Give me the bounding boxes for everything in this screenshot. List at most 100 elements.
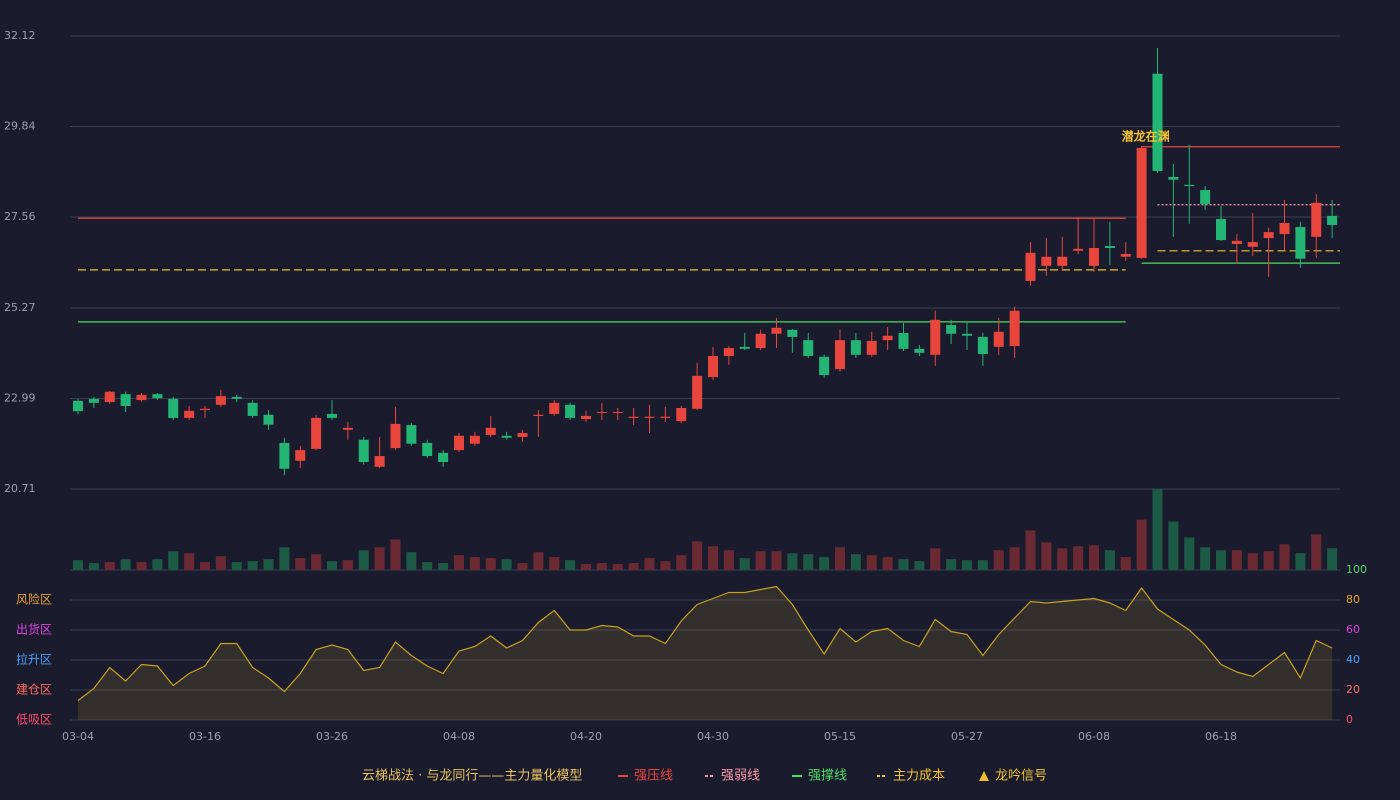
legend-label: 强撑线 [808,769,847,784]
candle-body [517,433,528,437]
volume-bar [581,564,591,570]
candle-body [612,411,623,413]
candle-body [692,375,703,409]
candle-body [803,340,814,356]
zone-label: 低吸区 [16,713,52,727]
legend-label: 强弱线 [721,769,760,784]
candle-body [374,456,385,467]
candle-body [549,402,560,414]
candle-body [914,348,925,353]
x-tick-label: 03-16 [189,730,221,743]
osc-tick-label: 20 [1346,683,1360,696]
candle-body [1057,256,1068,266]
volume-bar [327,561,337,570]
volume-bar [1104,550,1115,570]
candle-body [581,415,591,420]
candle-body [1216,219,1226,241]
legend-swatch [979,771,989,781]
candle-body [279,442,290,469]
volume-bar [533,552,544,570]
candle-body [263,414,274,425]
y-tick-label: 27.56 [4,210,36,223]
candle-body [1279,222,1290,235]
osc-tick-label: 80 [1346,593,1360,606]
volume-bar [517,563,528,570]
volume-bar [358,550,369,570]
volume-bar [374,547,385,570]
y-tick-label: 25.27 [4,301,36,314]
candle-body [1152,73,1163,171]
volume-bar [596,563,607,570]
volume-bar [1200,547,1211,570]
candle-body [644,416,655,418]
candle-body [247,402,258,416]
volume-bar [914,561,925,570]
candle-body [739,346,750,349]
volume-bar [1231,550,1242,570]
candle-body [295,450,306,461]
volume-bar [1247,553,1258,570]
volume-bar [168,551,179,570]
volume-bar [152,559,163,570]
volume-bar [454,555,464,570]
candle-body [485,427,496,436]
candle-body [1247,242,1258,247]
candle-body [596,411,607,413]
candle-body [1168,176,1179,180]
x-tick-label: 03-26 [316,730,348,743]
x-tick-label: 04-08 [443,730,475,743]
volume-bar [438,563,449,570]
volume-bar [1311,534,1322,570]
candle-body [898,332,909,349]
candle-body [1200,190,1211,204]
volume-bar [1025,530,1036,570]
volume-bar [88,563,99,570]
candle-body [501,435,512,438]
volume-bar [660,561,671,570]
y-tick-label: 29.84 [4,120,36,133]
volume-bar [295,558,306,570]
candle-body [120,394,131,407]
y-tick-label: 32.12 [4,29,36,42]
osc-tick-label: 60 [1346,623,1360,636]
volume-bar [898,559,909,570]
volume-bar [390,539,401,570]
candle-body [454,435,464,451]
volume-bar [692,541,703,570]
candle-body [1231,240,1242,245]
volume-bar [1041,542,1052,570]
osc-line [77,585,1333,701]
volume-bar [406,552,417,570]
candle-body [152,394,163,399]
volume-bar [485,558,496,570]
candle-body [1120,253,1131,257]
candle-body [406,425,417,444]
candle-body [200,408,210,410]
volume-bar [755,551,766,570]
x-tick-label: 05-15 [824,730,856,743]
volume-bar [787,553,798,570]
volume-bar [136,562,147,570]
candle-body [358,439,369,463]
volume-bar [819,557,830,570]
candle-body [168,398,179,418]
candle-body [1073,248,1084,251]
volume-bar [184,553,195,570]
candle-body [73,400,83,412]
volume-bar [1089,545,1099,570]
legend-label: 龙吟信号 [995,768,1047,784]
candle-body [882,335,893,341]
candle-body [1041,256,1052,266]
volume-bar [771,551,782,570]
candle-body [1263,232,1274,239]
volume-bar [215,556,226,570]
candle-body [755,333,766,349]
candle-body [311,417,322,449]
zone-label: 出货区 [16,622,52,637]
volume-bar [723,550,734,570]
candle-body [438,452,449,463]
volume-bar [200,562,210,570]
candle-body [1009,310,1020,347]
candle-body [835,340,845,370]
